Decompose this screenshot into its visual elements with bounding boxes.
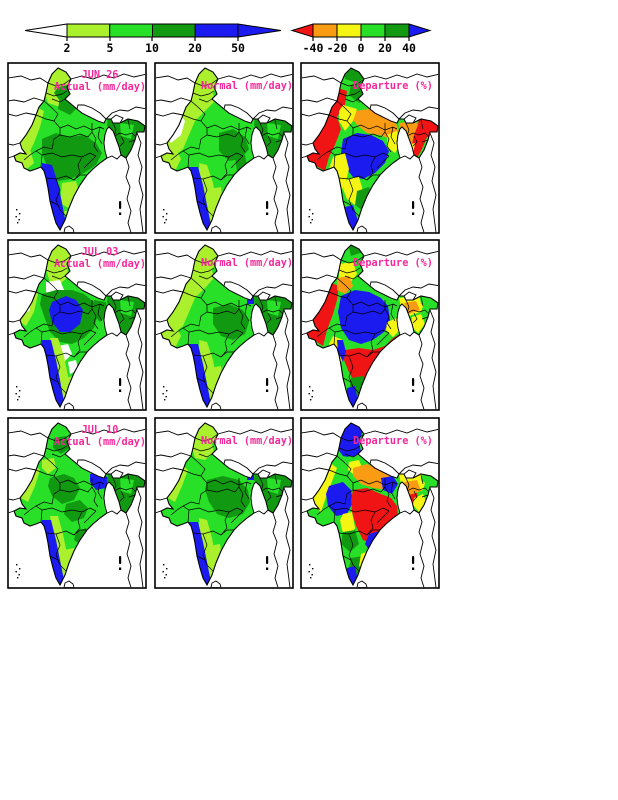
tick-label: -20 [327,41,348,55]
panel-label: Actual (mm/day) [54,259,146,270]
panel-border [154,417,294,589]
tick-label: -40 [303,41,324,55]
panel-border [154,239,294,411]
tick-label: 0 [358,41,365,55]
tick-label: 10 [145,41,159,55]
panel-border [7,239,147,411]
map-panel-jul03-departure: Departure (%) [300,239,440,411]
panel-label: Departure (%) [353,258,433,269]
panel-label: Normal (mm/day) [201,436,293,447]
tick-label: 50 [231,41,245,55]
panel-label: Normal (mm/day) [201,81,293,92]
map-panel-jun26-departure: Departure (%) [300,62,440,234]
panel-label: Departure (%) [353,81,433,92]
panel-border [300,417,440,589]
departure-colorbar-ticks [312,37,410,41]
rainfall-colorbar-right-arrow [237,23,282,38]
panel-border [300,239,440,411]
map-panel-jul03-actual: JUL 03 Actual (mm/day) [7,239,147,411]
rainfall-colorbar: 2 5 10 20 50 [24,23,282,55]
rainfall-colorbar-left-arrow [24,23,68,38]
map-panel-jul10-normal: Normal (mm/day) [154,417,294,589]
panel-label: Actual (mm/day) [54,437,146,448]
panel-label: Actual (mm/day) [54,82,146,93]
panel-date: JUL 03 [82,247,119,258]
panel-date: JUL 10 [82,425,119,436]
map-panel-jun26-actual: JUN 26 Actual (mm/day) [7,62,147,234]
tick-label: 5 [107,41,114,55]
panel-label: Departure (%) [353,436,433,447]
panel-border [300,62,440,234]
map-panel-jun26-normal: Normal (mm/day) [154,62,294,234]
map-panel-jul10-departure: Departure (%) [300,417,440,589]
tick-label: 2 [64,41,71,55]
panel-date: JUN 26 [82,70,119,81]
panel-label: Normal (mm/day) [201,258,293,269]
rainfall-colorbar-ticks [66,37,239,41]
tick-label: 20 [378,41,392,55]
departure-colorbar-left-arrow [290,23,314,38]
panel-border [7,417,147,589]
panel-border [154,62,294,234]
departure-colorbar-right-arrow [408,23,432,38]
departure-colorbar: -40 -20 0 20 40 [290,23,432,55]
tick-label: 20 [188,41,202,55]
panel-border [7,62,147,234]
map-panel-jul10-actual: JUL 10 Actual (mm/day) [7,417,147,589]
map-panel-jul03-normal: Normal (mm/day) [154,239,294,411]
tick-label: 40 [402,41,416,55]
